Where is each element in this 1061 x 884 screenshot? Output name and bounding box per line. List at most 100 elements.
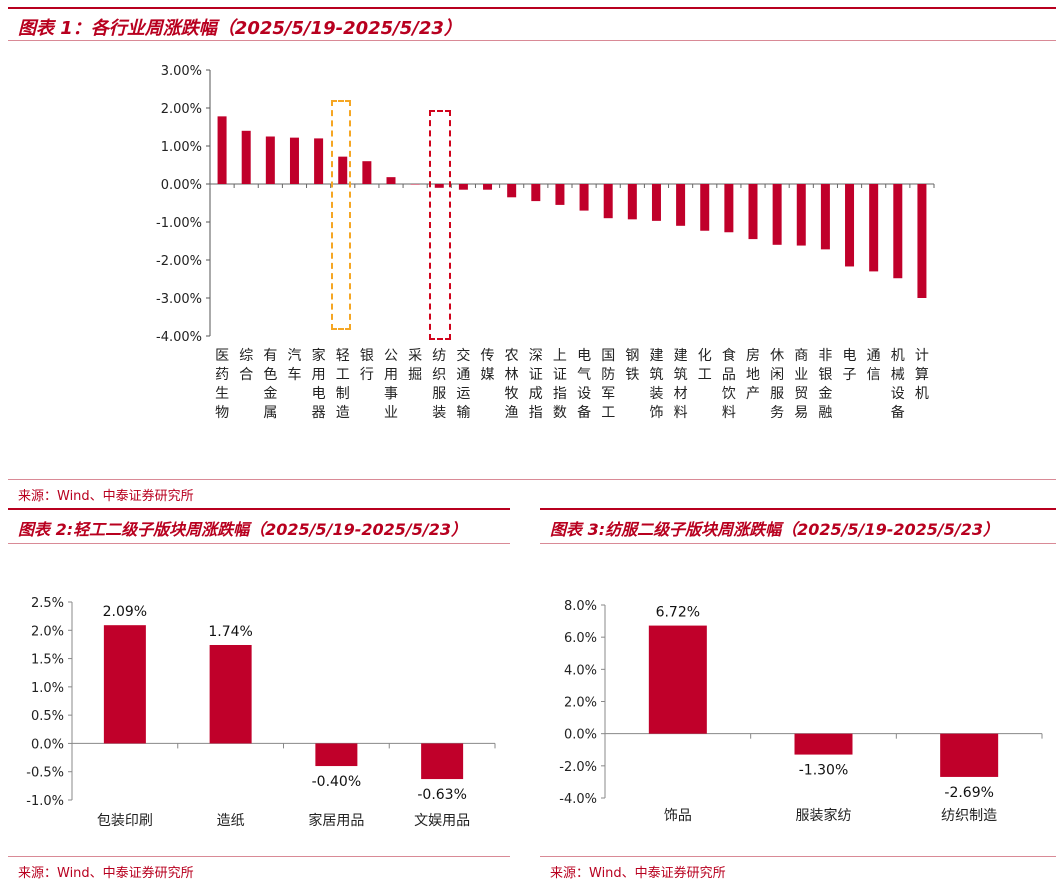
x-tick-label: 机械设备	[891, 348, 905, 421]
y-tick-label: 0.00%	[161, 178, 202, 193]
highlight-textile-box	[429, 110, 451, 340]
fig3-top-rule	[540, 508, 1056, 510]
bar-电子	[845, 184, 855, 267]
x-tick-label: 深证成指	[529, 348, 543, 421]
x-tick-label: 汽车	[287, 348, 301, 383]
y-tick-label: 1.00%	[161, 140, 202, 155]
y-tick-label: -4.0%	[559, 792, 597, 807]
fig2-title: 图表 2:轻工二级子版块周涨跌幅（2025/5/19-2025/5/23）	[18, 520, 467, 539]
y-tick-label: 2.0%	[564, 696, 597, 711]
bar-医药生物	[217, 116, 227, 184]
y-tick-label: 0.0%	[31, 737, 64, 752]
bar-房地产	[748, 184, 758, 240]
fig1-title-rule	[8, 40, 1056, 41]
x-tick-label: 文娱用品	[414, 813, 470, 829]
bar-包装印刷	[103, 625, 146, 744]
bar-纺织制造	[940, 733, 999, 777]
bar-建筑装饰	[651, 184, 661, 221]
y-tick-label: 2.0%	[31, 624, 64, 639]
x-tick-label: 电子	[843, 348, 857, 383]
bar-交通运输	[458, 184, 468, 190]
chart1-industry-weekly-change: 3.00% 2.00% 1.00% 0.00% -1.00% -2.00% -3.00% -4…	[156, 64, 935, 421]
x-tick-label: 传媒	[481, 348, 495, 383]
y-tick-label: 0.0%	[564, 728, 597, 743]
x-tick-label: 轻工制造	[336, 348, 350, 421]
x-tick-label: 交通运输	[456, 347, 470, 421]
bar-计算机	[917, 184, 927, 298]
fig3-source: 来源：Wind、中泰证券研究所	[550, 866, 726, 881]
bar-纺织服装	[434, 184, 444, 188]
fig3-title: 图表 3:纺服二级子版块周涨跌幅（2025/5/19-2025/5/23）	[550, 520, 999, 539]
x-tick-label: 化工	[698, 348, 712, 383]
x-tick-label: 纺织制造	[941, 808, 997, 824]
chart3-textile-subsectors: 8.0% 6.0% 4.0% 2.0% 0.0% -2.0% -4.0% 6.72% 饰品 -1.…	[559, 599, 1043, 824]
data-label: 6.72%	[656, 605, 700, 621]
y-tick-label: 3.00%	[161, 64, 202, 79]
x-tick-label: 国防军工	[601, 348, 615, 421]
bar-建筑材料	[676, 184, 686, 226]
x-tick-label: 饰品	[664, 808, 692, 824]
bar-国防军工	[603, 184, 613, 219]
x-tick-label: 房地产	[746, 348, 760, 402]
y-tick-label: 8.0%	[564, 599, 597, 614]
y-tick-label: 0.5%	[31, 709, 64, 724]
bar-汽车	[289, 137, 299, 184]
x-tick-label: 综合	[239, 348, 253, 383]
x-tick-label: 建筑装饰	[649, 348, 663, 421]
y-tick-label: -3.00%	[156, 292, 202, 307]
x-tick-label: 医药生物	[215, 348, 229, 421]
x-tick-label: 包装印刷	[97, 813, 153, 829]
x-tick-label: 纺织服装	[432, 348, 446, 421]
y-tick-label: -1.0%	[26, 794, 64, 809]
y-tick-label: 1.0%	[31, 681, 64, 696]
x-tick-label: 采掘	[408, 348, 422, 383]
x-tick-label: 服装家纺	[796, 807, 852, 824]
bar-电气设备	[579, 184, 589, 211]
fig1-top-rule	[8, 7, 1056, 9]
y-tick-label: -4.00%	[156, 330, 202, 345]
data-label: 2.09%	[103, 604, 147, 620]
y-tick-label: -0.5%	[26, 766, 64, 781]
bar-造纸	[209, 644, 252, 744]
y-tick-label: -1.00%	[156, 216, 202, 231]
bar-上证指数	[555, 184, 565, 205]
data-label: 1.74%	[208, 624, 252, 640]
y-tick-label: 2.00%	[161, 102, 202, 117]
bar-饰品	[648, 625, 707, 734]
fig3-bottom-rule	[540, 856, 1056, 857]
bar-传媒	[483, 184, 493, 190]
fig1-source: 来源：Wind、中泰证券研究所	[18, 489, 194, 504]
fig2-top-rule	[8, 508, 510, 510]
fig1-title: 图表 1：各行业周涨跌幅（2025/5/19-2025/5/23）	[18, 18, 462, 39]
bar-食品饮料	[724, 184, 734, 233]
bar-农林牧渔	[507, 184, 517, 198]
bar-化工	[700, 184, 710, 231]
data-label: -2.69%	[944, 785, 994, 801]
x-tick-label: 食品饮料	[722, 347, 736, 421]
bar-家用电器	[314, 138, 324, 184]
bar-服装家纺	[794, 733, 853, 755]
x-tick-label: 银行	[360, 348, 374, 383]
x-tick-label: 非银金融	[818, 348, 832, 421]
fig2-bottom-rule	[8, 856, 510, 857]
x-tick-label: 计算机	[915, 348, 929, 402]
x-tick-label: 农林牧渔	[505, 348, 519, 421]
bar-通信	[869, 184, 879, 272]
x-tick-label: 商业贸易	[794, 348, 808, 421]
highlight-light-industry-box	[331, 100, 351, 330]
y-tick-label: 2.5%	[31, 596, 64, 611]
x-tick-label: 通信	[867, 348, 881, 383]
data-label: -0.40%	[312, 774, 362, 790]
x-tick-label: 造纸	[217, 813, 245, 829]
x-tick-label: 上证指数	[553, 348, 567, 421]
data-label: -1.30%	[799, 763, 849, 779]
bar-深证成指	[531, 184, 541, 202]
y-tick-label: 4.0%	[564, 663, 597, 678]
bar-综合	[241, 130, 251, 184]
bar-休闲服务	[772, 184, 782, 245]
x-tick-label: 家居用品	[308, 812, 364, 829]
fig3-title-rule	[540, 543, 1056, 544]
x-tick-label: 有色金属	[263, 348, 277, 421]
bar-公用事业	[386, 177, 396, 184]
chart2-light-industry-subsectors: 2.5% 2.0% 1.5% 1.0% 0.5% 0.0% -0.5% -1.0% 2.09% 包…	[26, 596, 496, 829]
